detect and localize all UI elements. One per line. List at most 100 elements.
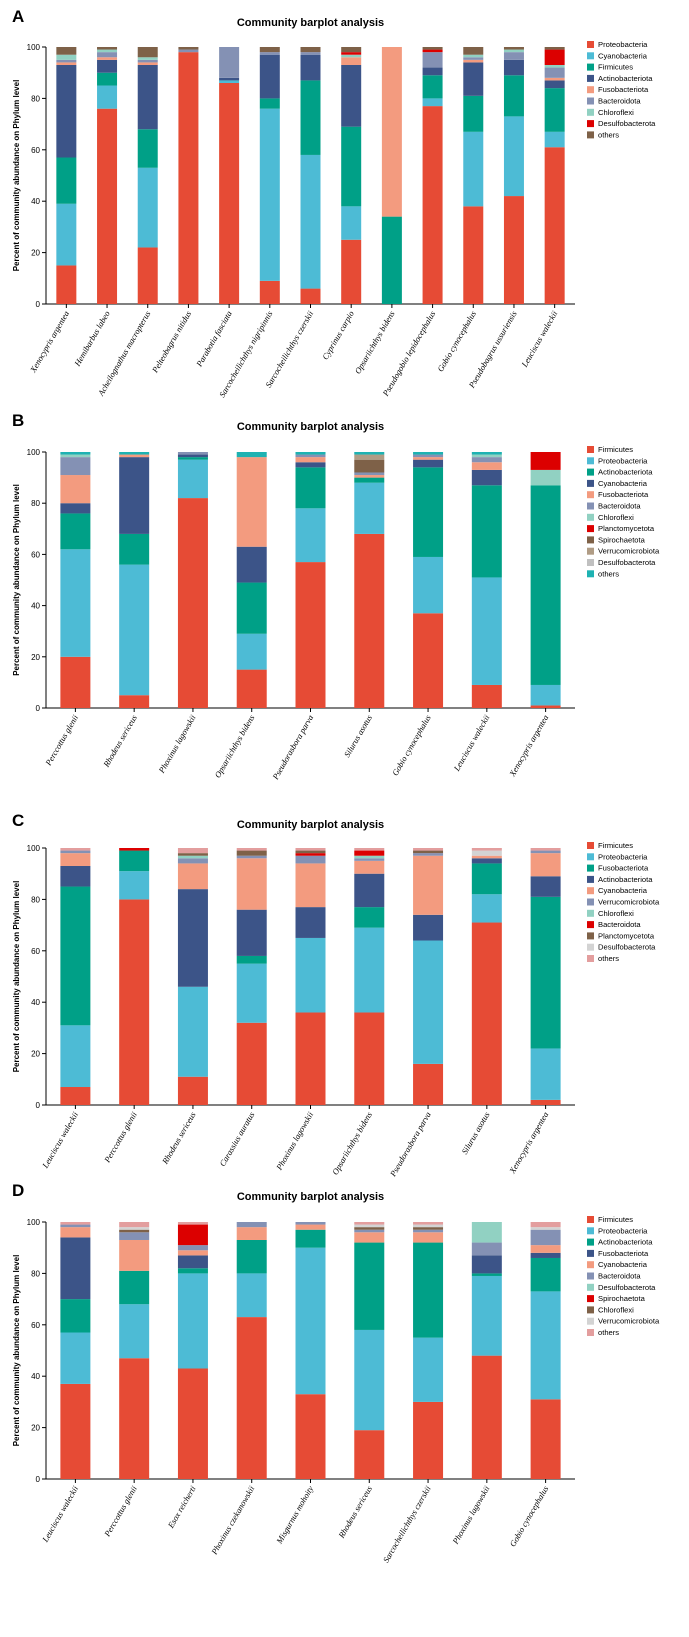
legend-swatch xyxy=(587,909,594,917)
bar-segment xyxy=(422,47,443,50)
y-tick-label: 20 xyxy=(31,249,40,258)
bar-segment xyxy=(544,88,565,132)
bar-segment xyxy=(471,1242,502,1256)
x-tick-label: Misgurnus mohoity xyxy=(274,1484,315,1546)
bar-segment xyxy=(471,485,502,578)
bar-segment xyxy=(544,77,565,81)
bar-segment xyxy=(413,467,444,557)
bar-segment xyxy=(236,457,267,547)
bar-segment xyxy=(530,1399,561,1479)
y-axis-label: Percent of community abundance on Phylum… xyxy=(12,1255,21,1447)
bar-segment xyxy=(413,1063,444,1105)
bar-segment xyxy=(119,457,150,534)
bar-segment xyxy=(544,147,565,304)
bar-segment xyxy=(236,855,267,859)
bar-segment xyxy=(236,1222,267,1228)
bar-segment xyxy=(530,684,561,706)
legend-swatch xyxy=(587,1283,594,1291)
bar-segment xyxy=(354,459,385,473)
y-tick-label: 40 xyxy=(31,998,40,1007)
legend-entry: Desulfobacterota xyxy=(598,119,656,128)
bar-segment xyxy=(530,1222,561,1228)
bar-segment xyxy=(544,131,565,148)
y-tick-label: 80 xyxy=(31,895,40,904)
bar-segment xyxy=(177,459,208,499)
bar-segment xyxy=(354,1232,385,1243)
legend-entry: Planctomycetota xyxy=(598,931,655,940)
bar-segment xyxy=(177,858,208,864)
bar-segment xyxy=(413,940,444,1064)
legend-swatch xyxy=(587,921,594,929)
panel-letter: B xyxy=(12,411,24,430)
bar-segment xyxy=(354,1012,385,1105)
bar-segment xyxy=(503,75,524,117)
bar-segment xyxy=(354,1227,385,1230)
legend-entry: Spirochaetota xyxy=(598,1294,646,1303)
bar-segment xyxy=(178,47,199,50)
legend-swatch xyxy=(587,1261,594,1269)
x-tick-label: Pelteobagrus nitidus xyxy=(150,310,193,376)
legend-entry: Chloroflexi xyxy=(598,909,634,918)
bar-segment xyxy=(177,1255,208,1269)
bar-segment xyxy=(413,1337,444,1402)
x-tick-label: Perccottus glenii xyxy=(102,1110,139,1165)
bar-segment xyxy=(413,914,444,941)
bar-segment xyxy=(56,64,77,158)
bar-segment xyxy=(97,52,118,58)
y-tick-label: 60 xyxy=(31,947,40,956)
y-tick-label: 100 xyxy=(27,1218,41,1227)
legend-swatch xyxy=(587,120,594,128)
y-tick-label: 60 xyxy=(31,146,40,155)
bar-segment xyxy=(97,57,118,60)
bar-segment xyxy=(530,1099,561,1105)
legend-entry: Desulfobacterota xyxy=(598,1283,656,1292)
y-tick-label: 0 xyxy=(36,1475,41,1484)
bar-segment xyxy=(60,452,91,455)
x-tick-label: Pseudorasbora parva xyxy=(388,1111,433,1179)
legend-swatch xyxy=(587,887,594,895)
legend-swatch xyxy=(587,570,594,578)
legend-swatch xyxy=(587,1227,594,1235)
legend-entry: Bacteroidota xyxy=(598,920,641,929)
x-tick-label: Silurus asotus xyxy=(343,714,374,759)
bar-segment xyxy=(471,1273,502,1276)
x-tick-label: Perccottus glenii xyxy=(43,713,80,768)
bar-segment xyxy=(471,894,502,923)
legend-swatch xyxy=(587,97,594,105)
bar-segment xyxy=(295,508,326,563)
bar-segment xyxy=(422,75,443,99)
legend-entry: Proteobacteria xyxy=(598,1226,648,1235)
bar-segment xyxy=(413,853,444,856)
x-tick-label: Phoxinus czekanowskii xyxy=(209,1484,256,1557)
legend-swatch xyxy=(587,1249,594,1257)
x-tick-label: Opsariichthys bidens xyxy=(331,1111,374,1177)
bar-segment xyxy=(471,1275,502,1356)
bar-segment xyxy=(177,1268,208,1274)
bar-segment xyxy=(503,196,524,304)
y-tick-label: 80 xyxy=(31,1269,40,1278)
y-tick-label: 0 xyxy=(36,704,41,713)
bar-segment xyxy=(236,1227,267,1240)
bar-segment xyxy=(300,54,321,81)
legend-swatch xyxy=(587,502,594,510)
bar-segment xyxy=(544,47,565,50)
y-axis-label: Percent of community abundance on Phylum… xyxy=(12,484,21,676)
bar-segment xyxy=(177,457,208,460)
legend-entry: Firmicutes xyxy=(598,445,633,454)
bar-segment xyxy=(471,454,502,458)
bar-segment xyxy=(413,1224,444,1228)
bar-segment xyxy=(177,452,208,455)
legend-swatch xyxy=(587,1317,594,1325)
bar-segment xyxy=(236,1239,267,1274)
bar-segment xyxy=(530,452,561,470)
bar-segment xyxy=(119,1270,150,1305)
legend-entry: Spirochaetota xyxy=(598,535,646,544)
bar-segment xyxy=(236,633,267,670)
bar-segment xyxy=(354,848,385,851)
bar-segment xyxy=(544,64,565,68)
bar-segment xyxy=(137,64,158,130)
legend-swatch xyxy=(587,955,594,962)
y-tick-label: 0 xyxy=(36,1101,41,1110)
chart-title: Community barplot analysis xyxy=(237,421,384,433)
bar-segment xyxy=(503,116,524,197)
